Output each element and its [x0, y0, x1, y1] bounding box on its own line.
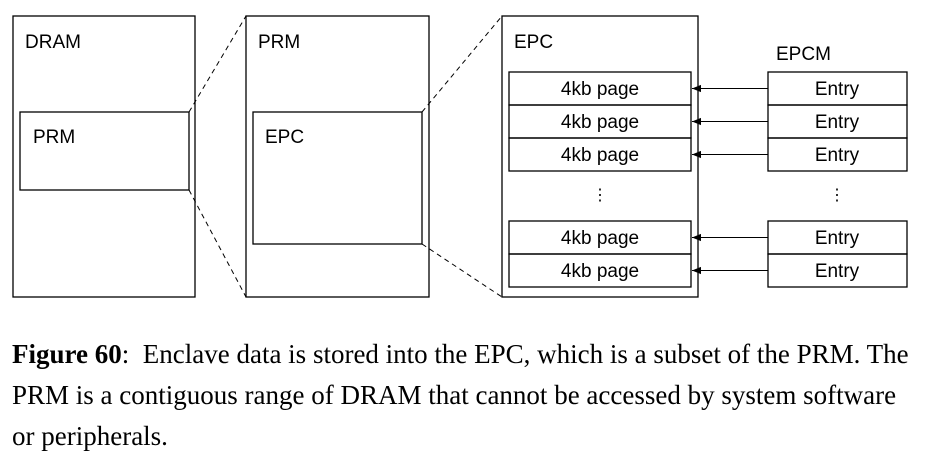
- page-label: 4kb page: [561, 79, 639, 100]
- prm-epc-region: [252, 111, 423, 245]
- epc-page-row: 4kb page: [508, 253, 692, 288]
- zoom-lines-prm: [188, 15, 247, 298]
- figure-label: Figure 60: [12, 339, 122, 369]
- entry-label: Entry: [815, 145, 860, 166]
- prm-title: PRM: [258, 32, 300, 53]
- page-label: 4kb page: [561, 112, 639, 133]
- epc-ellipsis: ⋮: [592, 187, 608, 204]
- zoom-lines-epc: [421, 15, 503, 298]
- page-label: 4kb page: [561, 261, 639, 282]
- entry-label: Entry: [815, 228, 860, 249]
- epcm-entry-row: Entry: [767, 220, 908, 255]
- epcm-entry-row: Entry: [767, 71, 908, 106]
- epcm-entry-row: Entry: [767, 104, 908, 139]
- epc-page-row: 4kb page: [508, 220, 692, 255]
- dram-title: DRAM: [25, 32, 81, 53]
- page-label: 4kb page: [561, 145, 639, 166]
- epcm-ellipsis: ⋮: [829, 187, 845, 204]
- entry-label: Entry: [815, 112, 860, 133]
- epc-diagram: DRAM PRM PRM EPC EPC EPCM 4kb page 4kb p…: [12, 15, 908, 298]
- epc-page-row: 4kb page: [508, 104, 692, 139]
- epcm-entry-row: Entry: [767, 137, 908, 172]
- dram-prm-region: [19, 111, 190, 191]
- figure-caption: Figure 60: Enclave data is stored into t…: [12, 334, 917, 457]
- entry-label: Entry: [815, 79, 860, 100]
- page-label: 4kb page: [561, 228, 639, 249]
- epcm-entry-row: Entry: [767, 253, 908, 288]
- caption-separator: :: [121, 339, 130, 369]
- dram-box: DRAM PRM: [12, 15, 196, 298]
- entry-label: Entry: [815, 261, 860, 282]
- epc-title: EPC: [514, 32, 553, 53]
- epc-page-row: 4kb page: [508, 71, 692, 106]
- dram-prm-label: PRM: [33, 127, 75, 148]
- prm-epc-label: EPC: [265, 127, 304, 148]
- epcm-title: EPCM: [776, 44, 831, 65]
- caption-text: Enclave data is stored into the EPC, whi…: [12, 339, 909, 451]
- prm-box: PRM EPC: [245, 15, 430, 298]
- epc-page-row: 4kb page: [508, 137, 692, 172]
- entry-to-page-arrows: [692, 84, 768, 275]
